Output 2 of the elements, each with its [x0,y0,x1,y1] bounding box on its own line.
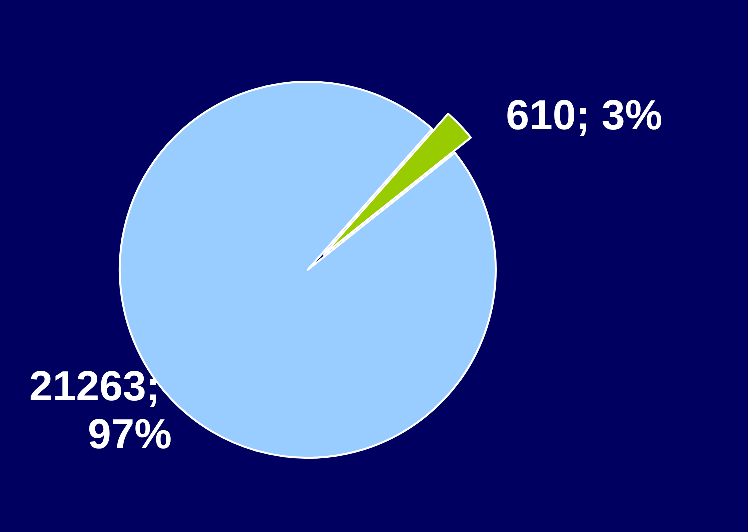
data-label: 610; 3% [506,92,663,139]
data-label: 21263; 97% [30,362,172,458]
